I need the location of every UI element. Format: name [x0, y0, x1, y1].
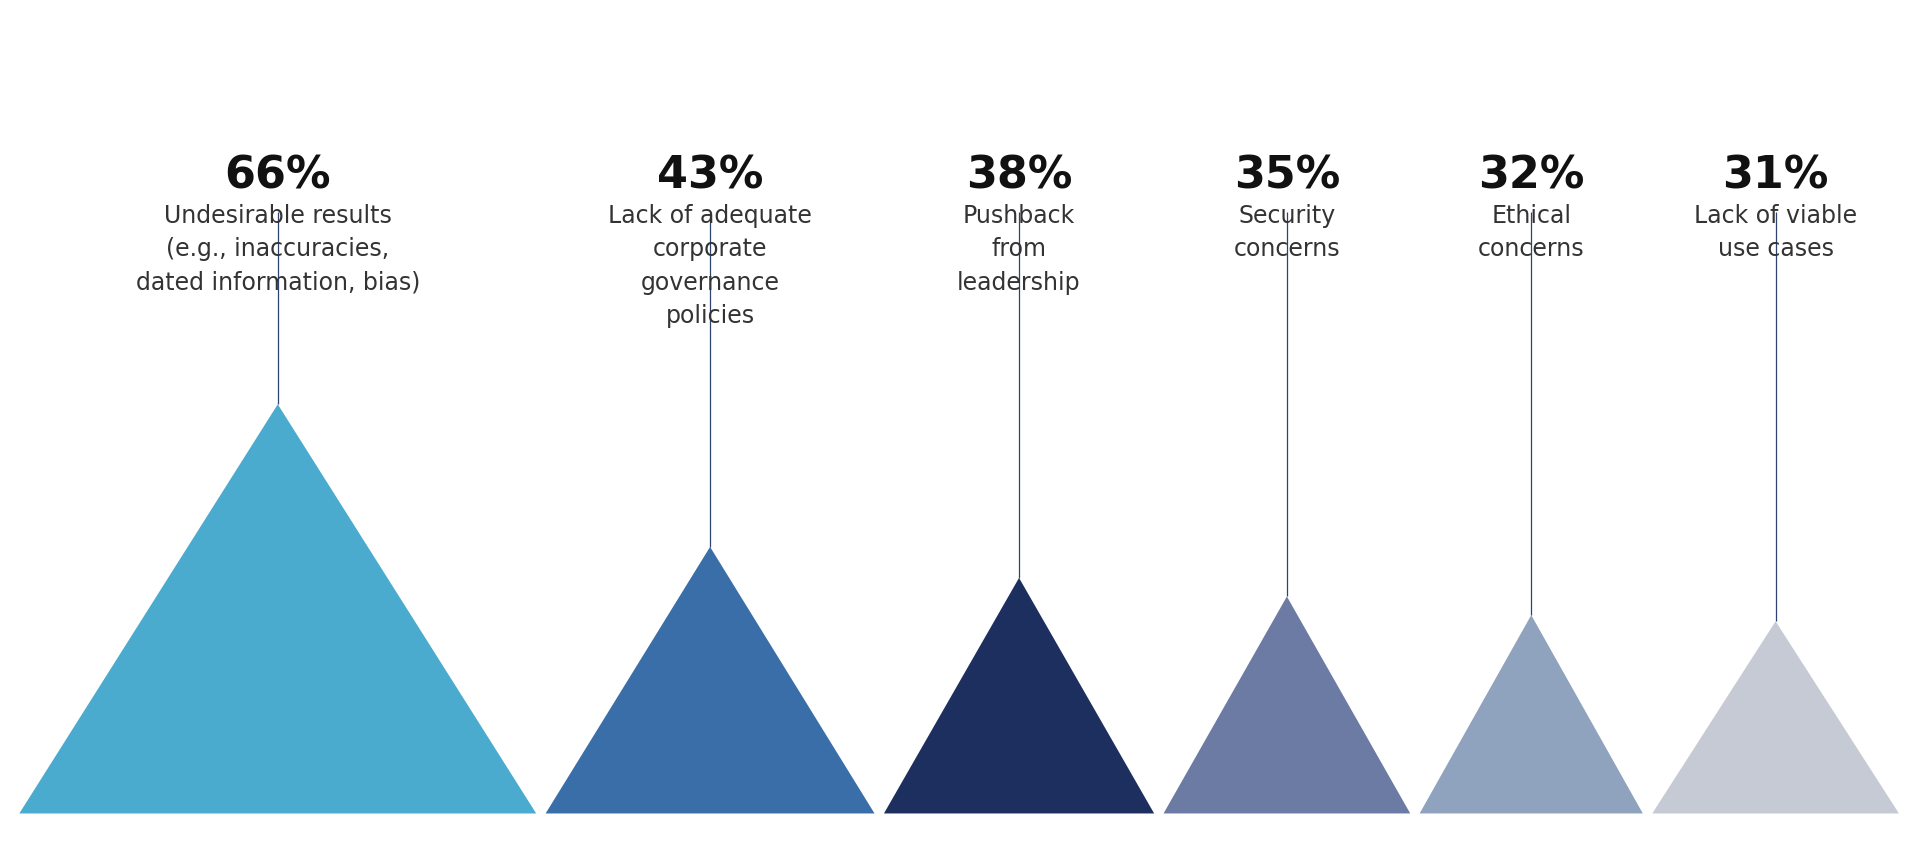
Polygon shape	[1652, 622, 1899, 814]
Text: 66%: 66%	[224, 154, 332, 197]
Text: 32%: 32%	[1478, 154, 1585, 197]
Polygon shape	[19, 405, 537, 814]
Polygon shape	[546, 548, 874, 814]
Text: Lack of adequate
corporate
governance
policies: Lack of adequate corporate governance po…	[608, 204, 813, 328]
Text: Undesirable results
(e.g., inaccuracies,
dated information, bias): Undesirable results (e.g., inaccuracies,…	[135, 204, 421, 294]
Text: Security
concerns: Security concerns	[1233, 204, 1339, 261]
Text: Ethical
concerns: Ethical concerns	[1478, 204, 1585, 261]
Text: 38%: 38%	[965, 154, 1073, 197]
Polygon shape	[1420, 615, 1642, 814]
Text: 43%: 43%	[656, 154, 762, 197]
Text: 31%: 31%	[1722, 154, 1830, 197]
Polygon shape	[884, 578, 1154, 814]
Text: Pushback
from
leadership: Pushback from leadership	[957, 204, 1081, 294]
Text: Lack of viable
use cases: Lack of viable use cases	[1695, 204, 1857, 261]
Text: 35%: 35%	[1233, 154, 1339, 197]
Polygon shape	[1164, 597, 1411, 814]
